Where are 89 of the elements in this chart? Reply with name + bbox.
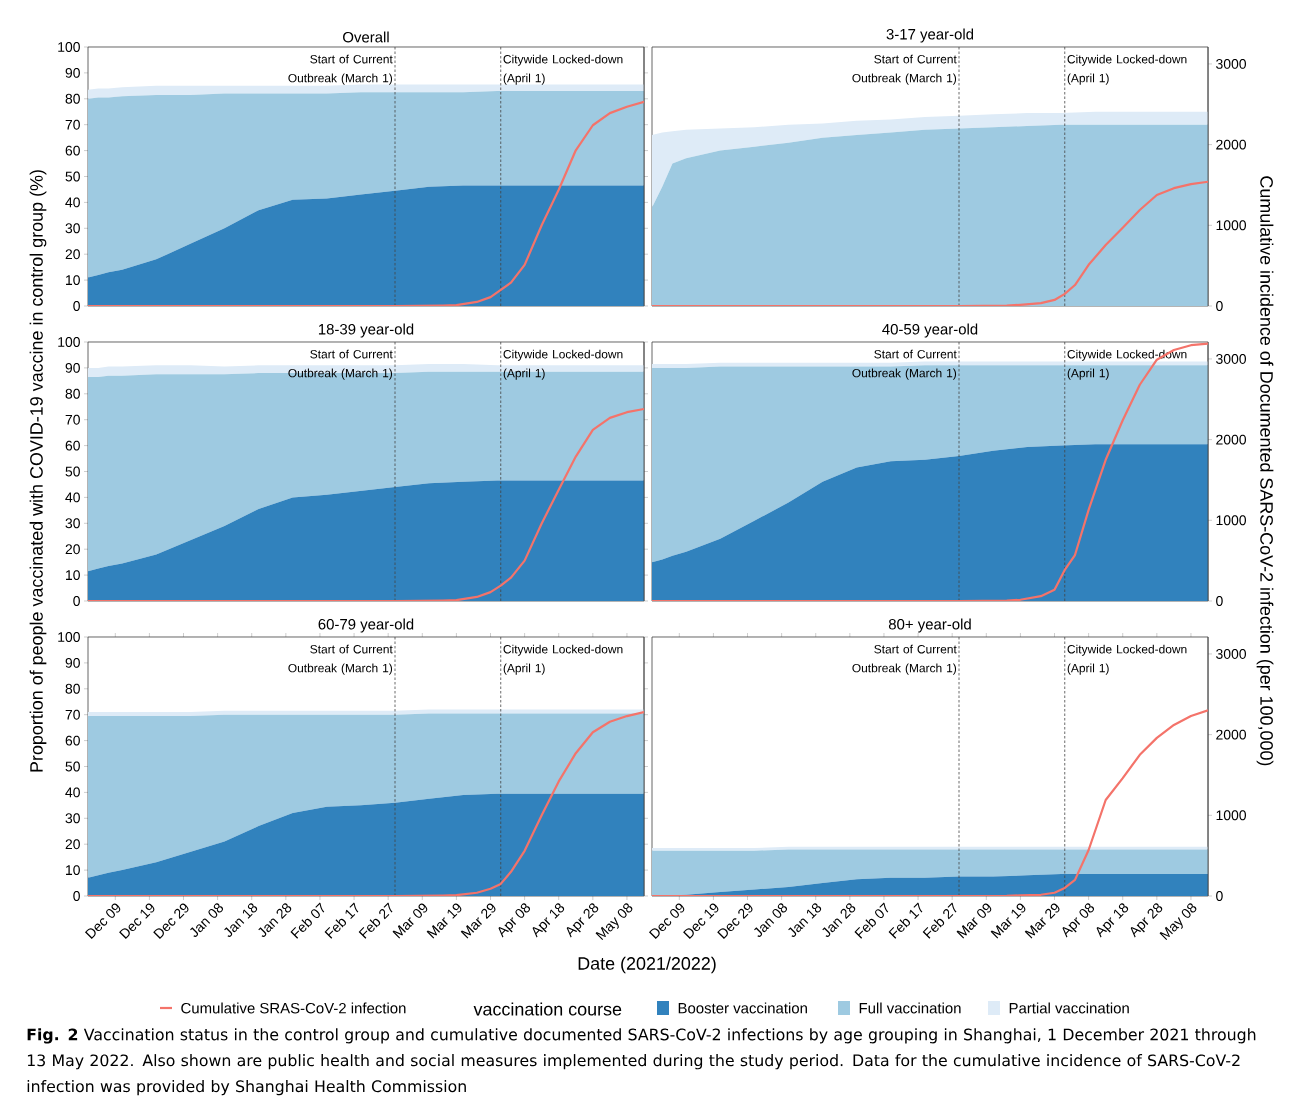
y-tick-label: 30 — [65, 518, 80, 529]
ref-line-label: Citywide Locked-down (April 1) — [1067, 644, 1187, 675]
y-axis-title: Proportion of people vaccinated with COVID-19 vaccine in control group (%) — [29, 170, 47, 772]
x-tick-label: Feb 07 — [854, 902, 889, 939]
x-tick-label: Jan 08 — [190, 903, 224, 938]
legend-label: Full vaccination — [859, 1002, 961, 1014]
x-axis-title: Date (2021/2022) — [578, 956, 716, 974]
x-tick-label: Apr 18 — [1096, 903, 1129, 938]
x-tick-label: Apr 08 — [498, 903, 531, 938]
y-tick-label: 40 — [65, 492, 80, 503]
y-tick-label: 50 — [65, 171, 80, 182]
x-tick-label: Jan 08 — [754, 903, 788, 938]
y2-tick-label: 2000 — [1216, 139, 1247, 150]
ref-line-label: Start of Current Outbreak (March 1) — [852, 54, 957, 85]
ref-line-label: Start of Current Outbreak (March 1) — [852, 644, 957, 675]
legend-title: vaccination course — [473, 1002, 622, 1016]
x-tick-label: Feb 27 — [358, 902, 393, 939]
x-tick-label: Jan 18 — [224, 903, 258, 938]
x-tick-label: Mar 09 — [956, 903, 992, 939]
y-tick-label: 70 — [65, 119, 80, 130]
ref-line-label: Citywide Locked-down (April 1) — [503, 54, 623, 85]
y-tick-label: 90 — [65, 362, 80, 373]
y-tick-label: 70 — [65, 414, 80, 425]
y-tick-label: 100 — [58, 42, 80, 52]
legend-label: Partial vaccination — [1009, 1002, 1129, 1014]
y-tick-label: 20 — [65, 544, 80, 555]
y-tick-label: 0 — [73, 596, 80, 606]
y-tick-label: 0 — [73, 301, 80, 311]
ref-line-label: Citywide Locked-down (April 1) — [1067, 54, 1187, 85]
x-tick-label: Feb 27 — [922, 902, 957, 939]
chart-title: 3-17 year-old — [886, 28, 974, 43]
x-tick-label: Jan 28 — [258, 903, 292, 938]
y-tick-label: 40 — [65, 197, 80, 208]
y-tick-label: 80 — [65, 93, 80, 104]
chart-title: 18-39 year-old — [318, 323, 414, 338]
ref-line-label: Start of Current Outbreak (March 1) — [288, 644, 393, 675]
y2-tick-label: 0 — [1216, 596, 1223, 606]
y2-tick-label: 3000 — [1216, 648, 1247, 659]
y2-tick-label: 0 — [1216, 301, 1223, 311]
y-tick-label: 10 — [66, 570, 80, 581]
y2-tick-label: 1000 — [1216, 810, 1247, 821]
y-tick-label: 90 — [65, 657, 80, 668]
y-tick-label: 30 — [65, 813, 80, 824]
x-tick-label: Jan 28 — [822, 903, 856, 938]
y-tick-label: 100 — [58, 337, 80, 347]
y-tick-label: 100 — [58, 632, 80, 642]
y2-tick-label: 0 — [1216, 891, 1223, 901]
ref-line-label: Start of Current Outbreak (March 1) — [288, 54, 393, 85]
legend-label: Booster vaccination — [678, 1002, 807, 1014]
y2-tick-label: 1000 — [1216, 515, 1247, 526]
x-tick-label: Apr 18 — [532, 903, 565, 938]
y-tick-label: 30 — [65, 223, 80, 234]
x-tick-label: Feb 17 — [324, 902, 359, 939]
y-tick-label: 10 — [66, 865, 80, 876]
y-tick-label: 10 — [66, 275, 80, 286]
y-tick-label: 0 — [73, 891, 80, 901]
y-tick-label: 40 — [65, 787, 80, 798]
legend-label: Cumulative SRAS-CoV-2 infection — [181, 1002, 406, 1014]
chart-title: 80+ year-old — [888, 618, 971, 633]
y-tick-label: 90 — [65, 67, 80, 78]
y-tick-label: 80 — [65, 388, 80, 399]
y2-tick-label: 2000 — [1216, 434, 1247, 445]
ref-line-label: Start of Current Outbreak (March 1) — [288, 349, 393, 380]
ref-line-label: Start of Current Outbreak (March 1) — [852, 349, 957, 380]
text: Fig. 2 Vaccination status in the control group and cumulative documented SARS-CoV-2 infections by age grouping in Shanghai, 1 December 2021 through 13 May 2022. Also shown are public health and social measures implemented during the study period. Data for the cumulative incidence of SARS-CoV-2 infection was provided by Shanghai Health Commission — [27, 1028, 1256, 1096]
ref-line-label: Citywide Locked-down (April 1) — [503, 349, 623, 380]
x-tick-label: Feb 17 — [888, 902, 923, 939]
x-tick-label: Feb 07 — [290, 902, 325, 939]
x-tick-label: Mar 09 — [392, 903, 428, 939]
y-tick-label: 50 — [65, 466, 80, 477]
y-tick-label: 20 — [65, 249, 80, 260]
x-tick-label: Jan 18 — [788, 903, 822, 938]
y2-tick-label: 2000 — [1216, 729, 1247, 740]
y-tick-label: 60 — [65, 145, 80, 156]
y-tick-label: 60 — [65, 735, 80, 746]
y-tick-label: 50 — [65, 761, 80, 772]
y-tick-label: 70 — [65, 709, 80, 720]
chart-title: 40-59 year-old — [882, 323, 978, 338]
chart-title: Overall — [343, 31, 389, 43]
chart-title: 60-79 year-old — [318, 618, 414, 633]
y-tick-label: 20 — [65, 839, 80, 850]
y2-tick-label: 1000 — [1216, 220, 1247, 231]
y2-tick-label: 3000 — [1216, 58, 1247, 69]
y2-tick-label: 3000 — [1216, 353, 1247, 364]
ref-line-label: Citywide Locked-down (April 1) — [503, 644, 623, 675]
y-tick-label: 60 — [65, 440, 80, 451]
x-tick-label: Apr 08 — [1062, 903, 1095, 938]
y-tick-label: 80 — [65, 683, 80, 694]
y2-axis-title: Cumulative incidence of Documented SARS-CoV-2 infection (per 100,000) — [1256, 176, 1274, 766]
